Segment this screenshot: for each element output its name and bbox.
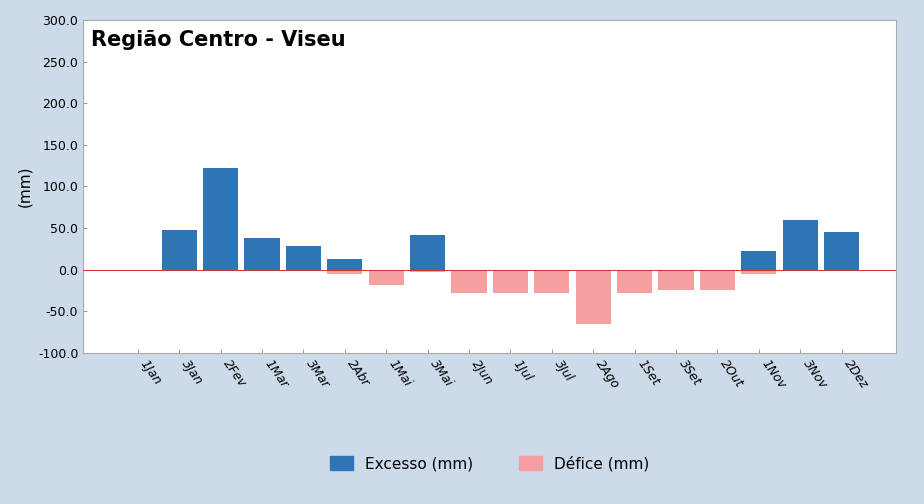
Bar: [741, 270, 776, 274]
Bar: [203, 168, 238, 270]
Bar: [659, 270, 694, 290]
Bar: [410, 270, 445, 272]
Bar: [162, 230, 197, 270]
Text: Região Centro - Viseu: Região Centro - Viseu: [91, 30, 346, 50]
Bar: [369, 270, 404, 285]
Bar: [617, 270, 652, 293]
Bar: [783, 220, 818, 270]
Bar: [699, 270, 736, 290]
Bar: [327, 270, 362, 274]
Bar: [576, 270, 611, 324]
Bar: [452, 270, 487, 293]
Bar: [410, 235, 445, 270]
Bar: [327, 259, 362, 270]
Y-axis label: (mm): (mm): [18, 166, 32, 207]
Bar: [492, 270, 528, 293]
Legend: Excesso (mm), Défice (mm): Excesso (mm), Défice (mm): [330, 456, 650, 472]
Bar: [534, 270, 569, 293]
Bar: [244, 238, 280, 270]
Bar: [286, 246, 321, 270]
Bar: [824, 232, 859, 270]
Bar: [741, 251, 776, 270]
